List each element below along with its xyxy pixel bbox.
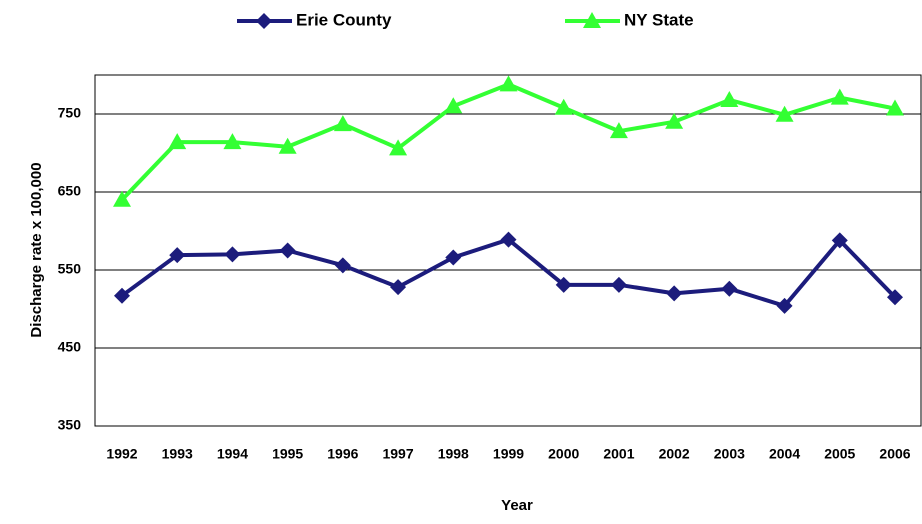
data-point [665,112,684,129]
data-point [666,285,683,302]
data-point [279,242,296,259]
legend-marker [583,12,601,28]
data-point [609,122,628,139]
series-line [120,82,896,202]
y-tick-label: 650 [58,183,82,199]
data-point [224,246,241,263]
data-point [223,133,242,150]
x-tick-label: 1999 [493,446,524,462]
data-point [113,190,131,207]
data-point [169,247,186,264]
data-point [721,280,738,297]
data-point [499,75,518,92]
data-point [775,105,794,122]
x-tick-label: 1995 [272,446,303,462]
x-tick-label: 2002 [659,446,690,462]
x-tick-label: 1993 [162,446,193,462]
x-tick-label: 2001 [603,446,634,462]
data-point [278,137,297,154]
x-tick-label: 2006 [879,446,910,462]
data-point [555,276,572,293]
data-point [334,257,351,274]
legend-label: Erie County [296,10,392,29]
data-point [720,90,739,107]
y-axis-label: Discharge rate x 100,000 [28,162,45,337]
x-tick-label: 2004 [769,446,800,462]
x-tick-label: 2005 [824,446,855,462]
x-tick-label: 1994 [217,446,248,462]
x-tick-label: 1996 [327,446,358,462]
x-tick-label: 2000 [548,446,579,462]
y-tick-label: 550 [58,261,82,277]
x-tick-label: 2003 [714,446,745,462]
series-line [120,237,897,308]
x-axis-label: Year [501,497,533,514]
y-tick-label: 750 [58,105,82,121]
data-point [554,98,573,115]
data-point [333,115,352,132]
data-point [114,287,130,304]
data-point [831,232,848,249]
data-point [390,279,407,296]
data-point [887,289,903,306]
data-point [830,88,849,105]
x-tick-label: 1992 [106,446,137,462]
y-tick-label: 450 [58,339,82,355]
plot-area [94,74,922,427]
data-point [168,133,187,150]
data-point [500,231,517,248]
data-point [389,139,408,156]
data-point [445,249,462,266]
x-tick-label: 1997 [382,446,413,462]
data-point [886,99,904,116]
legend-marker [256,13,272,29]
data-point [444,97,463,114]
data-point [610,276,627,293]
data-point [776,297,793,314]
legend-label: NY State [624,10,694,29]
y-tick-label: 350 [58,417,82,433]
x-tick-label: 1998 [438,446,469,462]
